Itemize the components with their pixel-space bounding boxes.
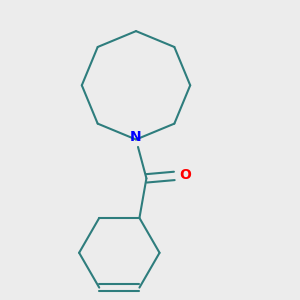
Text: O: O [179, 168, 191, 182]
Text: N: N [130, 130, 142, 144]
